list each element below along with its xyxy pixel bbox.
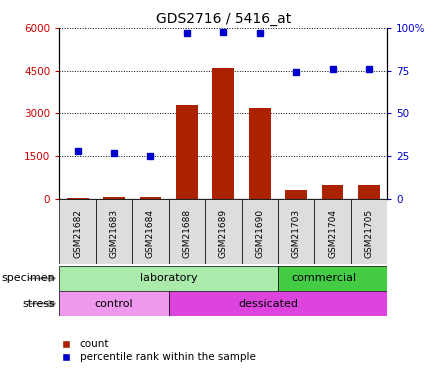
Text: GSM21690: GSM21690: [255, 209, 264, 258]
Bar: [169, 199, 205, 264]
Text: dessicated: dessicated: [239, 298, 299, 309]
Text: specimen: specimen: [1, 273, 55, 284]
Bar: [139, 197, 161, 199]
Bar: [59, 199, 96, 264]
Text: GSM21689: GSM21689: [219, 209, 228, 258]
Bar: [249, 108, 271, 199]
Bar: [351, 199, 387, 264]
Bar: [213, 68, 234, 199]
Bar: [314, 199, 351, 264]
Bar: [322, 184, 344, 199]
Title: GDS2716 / 5416_at: GDS2716 / 5416_at: [156, 12, 291, 26]
Text: stress: stress: [22, 298, 55, 309]
Bar: [103, 197, 125, 199]
Bar: [242, 199, 278, 264]
Text: GSM21683: GSM21683: [110, 209, 118, 258]
Bar: [278, 199, 314, 264]
Bar: [358, 184, 380, 199]
Text: control: control: [95, 298, 133, 309]
Text: commercial: commercial: [291, 273, 356, 284]
Bar: [59, 266, 278, 291]
Bar: [96, 199, 132, 264]
Bar: [59, 291, 169, 316]
Bar: [278, 266, 387, 291]
Text: GSM21682: GSM21682: [73, 209, 82, 258]
Text: GSM21703: GSM21703: [292, 209, 301, 258]
Text: GSM21684: GSM21684: [146, 209, 155, 258]
Bar: [285, 190, 307, 199]
Legend: count, percentile rank within the sample: count, percentile rank within the sample: [56, 339, 256, 362]
Bar: [169, 291, 387, 316]
Text: GSM21704: GSM21704: [328, 209, 337, 258]
Bar: [205, 199, 242, 264]
Bar: [67, 198, 88, 199]
Text: GSM21688: GSM21688: [182, 209, 191, 258]
Text: laboratory: laboratory: [140, 273, 198, 284]
Text: GSM21705: GSM21705: [364, 209, 374, 258]
Bar: [176, 105, 198, 199]
Bar: [132, 199, 169, 264]
